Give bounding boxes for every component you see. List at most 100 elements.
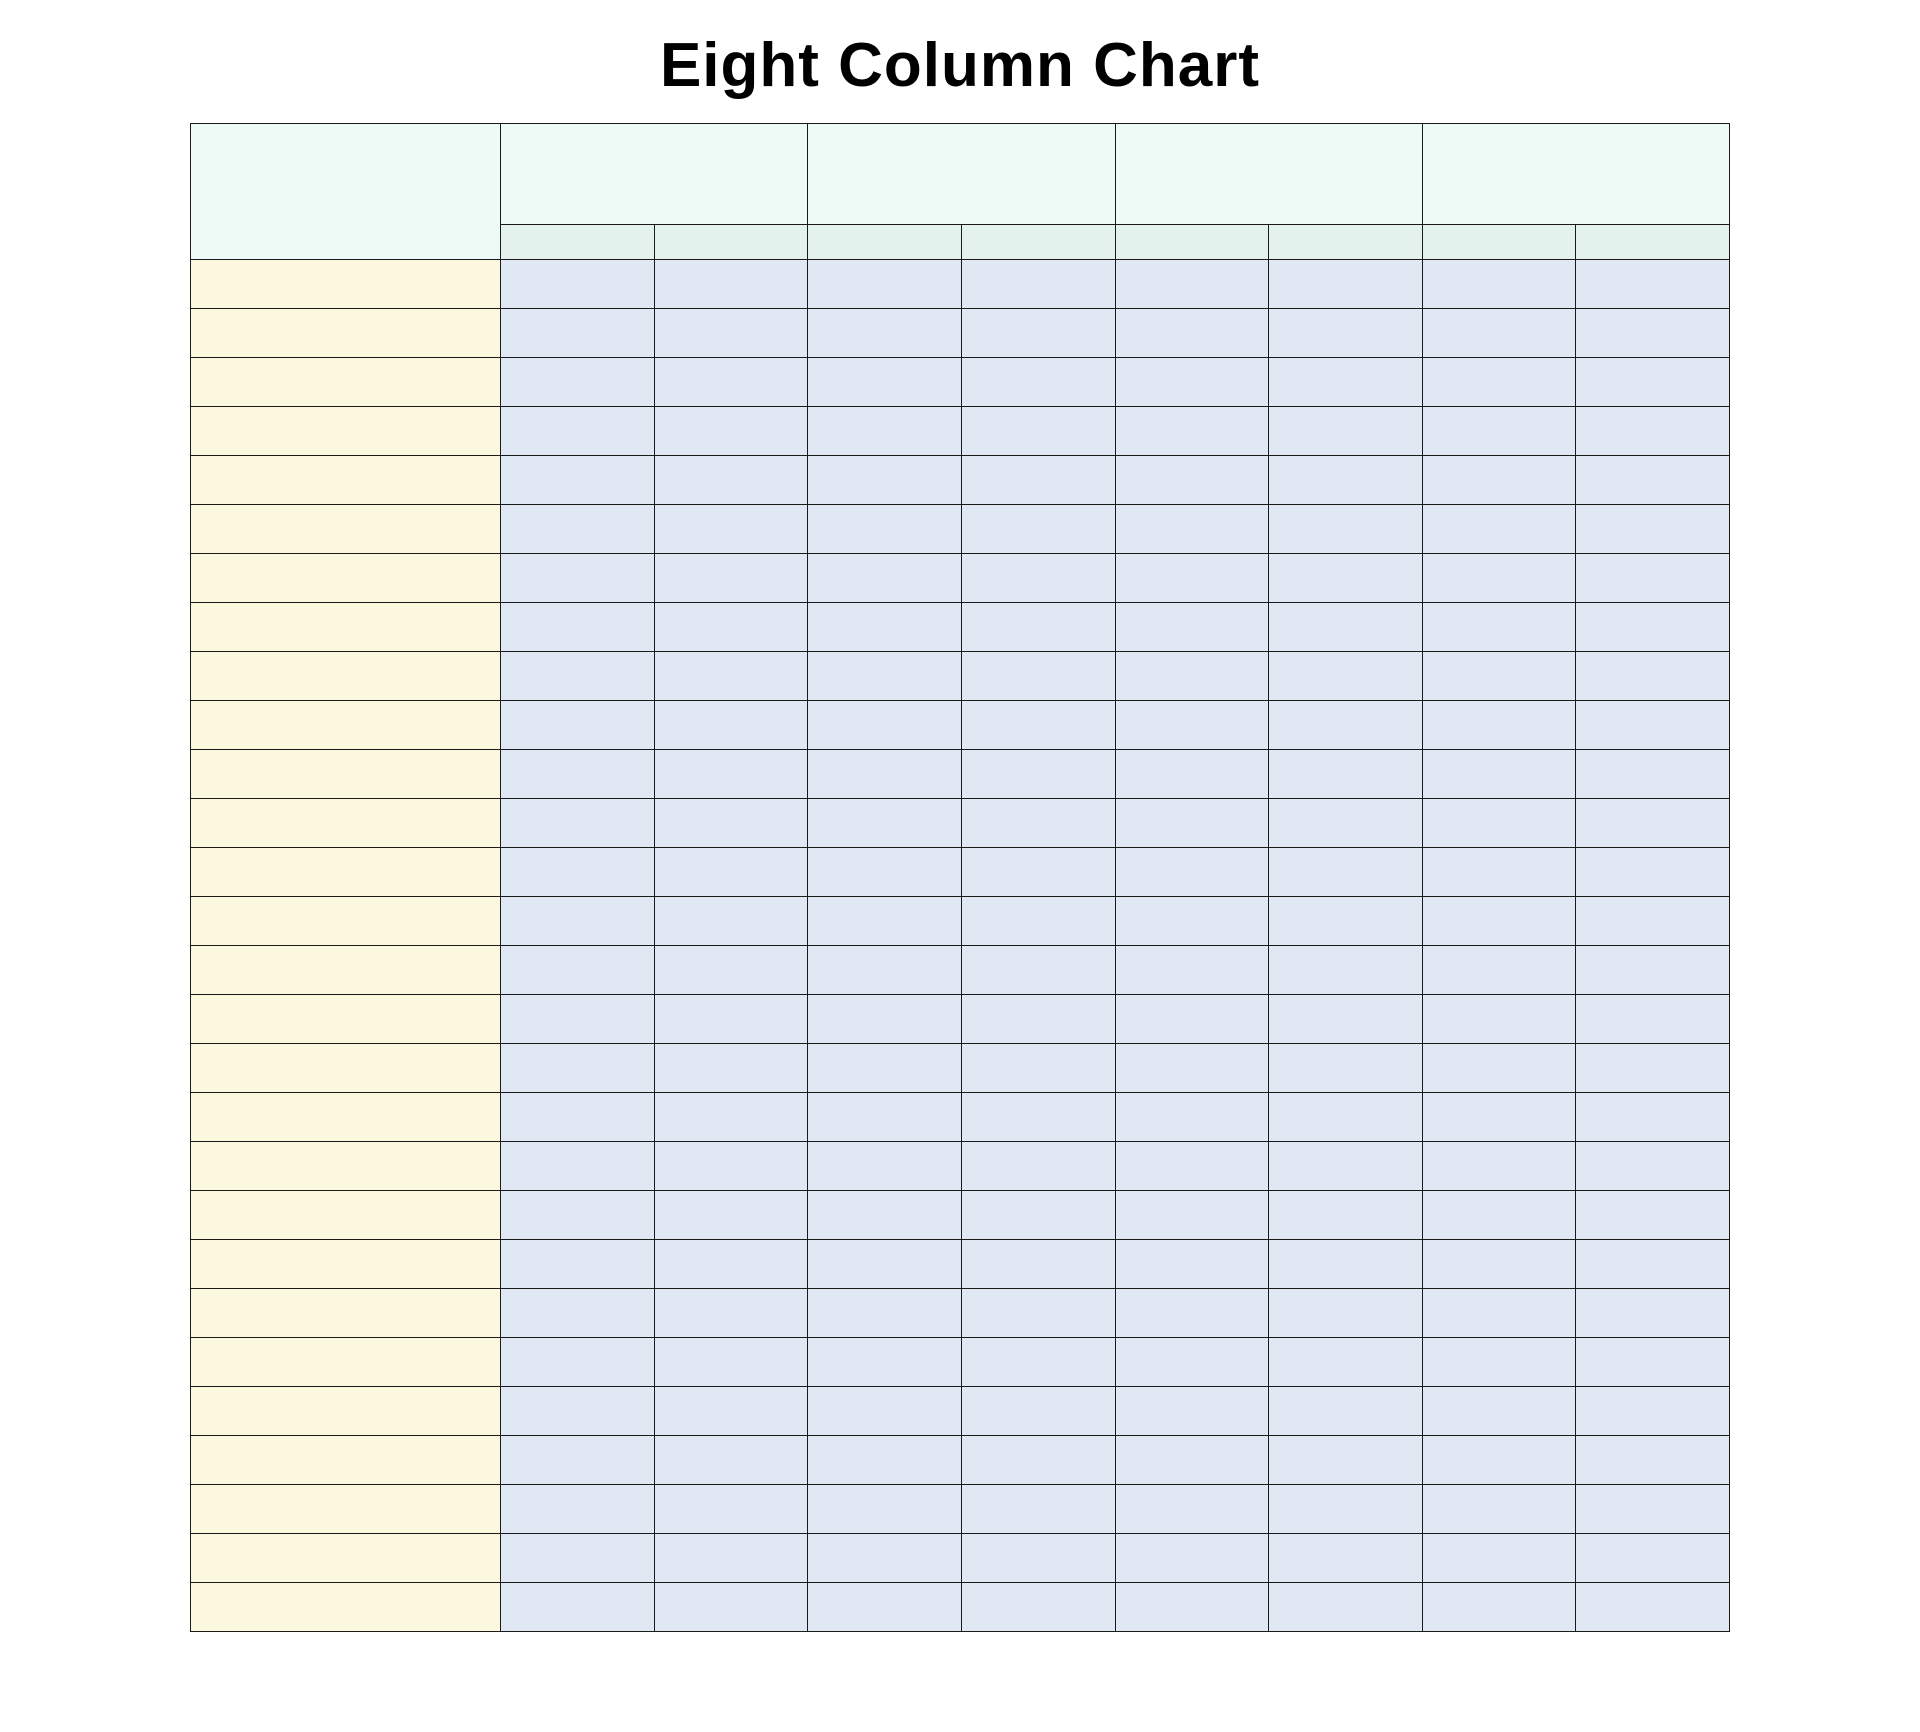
data-cell bbox=[501, 750, 655, 799]
data-cell bbox=[961, 1240, 1115, 1289]
data-cell bbox=[808, 554, 962, 603]
data-cell bbox=[1576, 946, 1730, 995]
data-cell bbox=[1115, 1240, 1269, 1289]
data-cell bbox=[1115, 799, 1269, 848]
row-label-cell bbox=[191, 995, 501, 1044]
table-row bbox=[191, 603, 1730, 652]
data-cell bbox=[961, 554, 1115, 603]
data-cell bbox=[501, 309, 655, 358]
data-cell bbox=[1576, 1044, 1730, 1093]
data-cell bbox=[1269, 897, 1423, 946]
data-cell bbox=[654, 1534, 808, 1583]
data-cell bbox=[1576, 897, 1730, 946]
sub-header-cell bbox=[1576, 225, 1730, 260]
data-cell bbox=[654, 848, 808, 897]
data-cell bbox=[1422, 603, 1576, 652]
data-cell bbox=[654, 456, 808, 505]
data-cell bbox=[501, 554, 655, 603]
data-cell bbox=[1269, 848, 1423, 897]
data-cell bbox=[808, 995, 962, 1044]
data-cell bbox=[1115, 1583, 1269, 1632]
data-cell bbox=[1269, 652, 1423, 701]
data-cell bbox=[1422, 1093, 1576, 1142]
data-cell bbox=[1422, 1338, 1576, 1387]
data-cell bbox=[1115, 554, 1269, 603]
row-label-cell bbox=[191, 1485, 501, 1534]
data-cell bbox=[501, 1240, 655, 1289]
data-cell bbox=[808, 946, 962, 995]
data-cell bbox=[1269, 1534, 1423, 1583]
data-cell bbox=[808, 1289, 962, 1338]
row-label-cell bbox=[191, 1240, 501, 1289]
data-cell bbox=[808, 1534, 962, 1583]
data-cell bbox=[654, 750, 808, 799]
data-cell bbox=[1576, 1142, 1730, 1191]
data-cell bbox=[654, 701, 808, 750]
data-cell bbox=[1115, 1485, 1269, 1534]
data-cell bbox=[1576, 1436, 1730, 1485]
data-cell bbox=[1269, 1044, 1423, 1093]
data-cell bbox=[1422, 1436, 1576, 1485]
data-cell bbox=[1576, 1387, 1730, 1436]
data-cell bbox=[961, 1534, 1115, 1583]
data-cell bbox=[961, 358, 1115, 407]
data-cell bbox=[654, 1338, 808, 1387]
data-cell bbox=[808, 1338, 962, 1387]
table-row bbox=[191, 309, 1730, 358]
data-cell bbox=[1422, 1240, 1576, 1289]
data-cell bbox=[1269, 456, 1423, 505]
table-row bbox=[191, 456, 1730, 505]
data-cell bbox=[808, 1093, 962, 1142]
data-cell bbox=[1422, 309, 1576, 358]
data-cell bbox=[501, 260, 655, 309]
table-row bbox=[191, 1387, 1730, 1436]
row-label-cell bbox=[191, 1191, 501, 1240]
data-cell bbox=[961, 603, 1115, 652]
table-row bbox=[191, 1093, 1730, 1142]
group-header-cell bbox=[1115, 124, 1422, 225]
table-row bbox=[191, 505, 1730, 554]
data-cell bbox=[654, 995, 808, 1044]
data-cell bbox=[501, 1485, 655, 1534]
data-cell bbox=[1422, 1289, 1576, 1338]
data-cell bbox=[654, 1583, 808, 1632]
data-cell bbox=[501, 1534, 655, 1583]
data-cell bbox=[501, 946, 655, 995]
group-header-cell bbox=[808, 124, 1115, 225]
data-cell bbox=[1115, 1093, 1269, 1142]
row-label-cell bbox=[191, 1289, 501, 1338]
table-row bbox=[191, 701, 1730, 750]
row-label-cell bbox=[191, 1044, 501, 1093]
row-label-cell bbox=[191, 848, 501, 897]
data-cell bbox=[1115, 652, 1269, 701]
data-cell bbox=[501, 1142, 655, 1191]
row-label-cell bbox=[191, 309, 501, 358]
data-cell bbox=[808, 309, 962, 358]
row-label-cell bbox=[191, 1387, 501, 1436]
table-row bbox=[191, 1142, 1730, 1191]
group-header-row bbox=[191, 124, 1730, 225]
data-cell bbox=[1422, 701, 1576, 750]
data-cell bbox=[961, 1289, 1115, 1338]
data-cell bbox=[501, 1436, 655, 1485]
data-cell bbox=[654, 554, 808, 603]
data-cell bbox=[1576, 799, 1730, 848]
sub-header-cell bbox=[501, 225, 655, 260]
data-cell bbox=[1576, 1191, 1730, 1240]
data-cell bbox=[1269, 554, 1423, 603]
data-cell bbox=[501, 1289, 655, 1338]
data-cell bbox=[501, 1387, 655, 1436]
data-cell bbox=[1115, 407, 1269, 456]
data-cell bbox=[1269, 1436, 1423, 1485]
data-cell bbox=[1115, 1191, 1269, 1240]
data-cell bbox=[501, 799, 655, 848]
table-row bbox=[191, 358, 1730, 407]
table-body bbox=[191, 260, 1730, 1632]
data-cell bbox=[1115, 946, 1269, 995]
data-cell bbox=[1422, 1191, 1576, 1240]
data-cell bbox=[808, 505, 962, 554]
data-cell bbox=[1576, 848, 1730, 897]
data-cell bbox=[1269, 1338, 1423, 1387]
data-cell bbox=[654, 1191, 808, 1240]
row-label-cell bbox=[191, 407, 501, 456]
